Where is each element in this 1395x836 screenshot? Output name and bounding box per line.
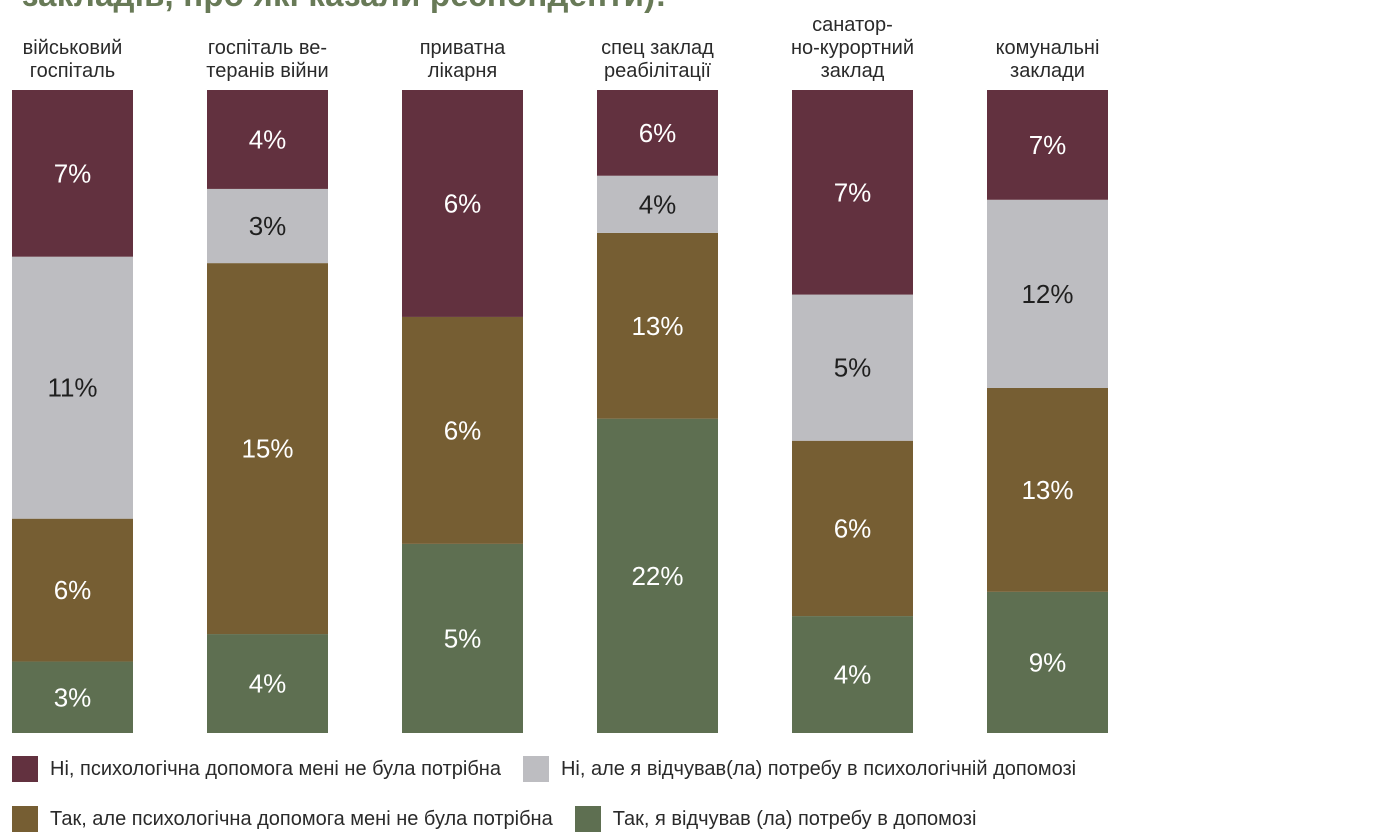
bar-segment: [987, 90, 1108, 200]
data-label: 15%: [241, 434, 293, 464]
bar-segment: [597, 418, 718, 733]
bar-segment: [597, 90, 718, 176]
bar-segment: [597, 232, 718, 419]
data-label: 3%: [54, 682, 92, 712]
data-label: 4%: [639, 189, 677, 219]
legend-swatch: [12, 756, 38, 782]
bar-segment: [207, 90, 328, 189]
data-label: 3%: [249, 211, 287, 241]
bar-segment: [207, 188, 328, 264]
bar-segment: [987, 387, 1108, 592]
legend-item-no-not-needed: Ні, психологічна допомога мені не була п…: [12, 756, 501, 782]
legend: Ні, психологічна допомога мені не була п…: [12, 756, 1392, 836]
bar-segment: [12, 661, 133, 733]
bar-segment: [402, 543, 523, 733]
data-label: 7%: [54, 158, 92, 188]
category-label: військовий: [23, 37, 123, 59]
data-label: 6%: [444, 188, 482, 218]
data-label: 22%: [631, 561, 683, 591]
data-label: 7%: [1029, 130, 1067, 160]
category-label: госпіталь ве-: [208, 37, 327, 59]
data-label: 6%: [54, 575, 92, 605]
data-label: 12%: [1021, 279, 1073, 309]
data-label: 13%: [631, 311, 683, 341]
legend-swatch: [574, 806, 601, 832]
category-label: госпіталь: [30, 60, 115, 82]
category-label: санатор-: [812, 14, 893, 36]
legend-label: Ні, але я відчував(ла) потребу в психоло…: [560, 757, 1077, 780]
data-label: 7%: [834, 177, 872, 207]
data-label: 13%: [1021, 475, 1073, 505]
legend-swatch: [522, 756, 549, 782]
category-label: реабілітації: [604, 60, 711, 82]
bar-segment: [12, 256, 133, 519]
bar-segment: [402, 316, 523, 544]
legend-swatch: [12, 806, 38, 832]
bar-segment: [792, 440, 913, 617]
bar-segment: [402, 90, 523, 317]
bar-segment: [12, 90, 133, 257]
bar-segment: [792, 294, 913, 441]
legend-row-1: Ні, психологічна допомога мені не була п…: [12, 756, 1392, 782]
category-label: но-курортний: [791, 37, 914, 59]
bar-segment: [987, 591, 1108, 733]
bar-segment: [987, 199, 1108, 388]
data-label: 4%: [249, 124, 287, 154]
category-label: заклади: [1010, 60, 1085, 82]
category-label: комунальні: [996, 37, 1100, 59]
data-label: 9%: [1029, 647, 1067, 677]
legend-row-2: Так, але психологічна допомога мені не б…: [12, 806, 1392, 832]
legend-label: Так, але психологічна допомога мені не б…: [50, 807, 553, 830]
bar-segment: [597, 175, 718, 233]
data-label: 4%: [834, 660, 872, 690]
chart-title: закладів, про які казали респонденти):: [22, 0, 667, 14]
data-label: 6%: [639, 118, 677, 148]
category-label: приватна: [420, 37, 506, 59]
category-label: спец заклад: [601, 37, 714, 59]
data-label: 6%: [834, 513, 872, 543]
data-label: 5%: [834, 353, 872, 383]
category-label: лікарня: [428, 60, 497, 82]
bar-segment: [792, 90, 913, 295]
legend-item-yes-not-needed: Так, але психологічна допомога мені не б…: [12, 806, 553, 832]
bar-segment: [12, 518, 133, 662]
data-label: 5%: [444, 623, 482, 653]
legend-item-yes-felt-need: Так, я відчував (ла) потребу в допомозі: [574, 806, 977, 832]
bar-segment: [792, 616, 913, 733]
data-label: 4%: [249, 669, 287, 699]
data-label: 6%: [444, 415, 482, 445]
legend-label: Ні, психологічна допомога мені не була п…: [50, 757, 501, 780]
bar-segment: [207, 263, 328, 635]
data-label: 11%: [47, 373, 97, 403]
category-label: теранів війни: [206, 60, 328, 82]
bar-segment: [207, 634, 328, 733]
legend-label: Так, я відчував (ла) потребу в допомозі: [612, 807, 977, 830]
category-label: заклад: [821, 60, 885, 82]
legend-item-no-felt-need: Ні, але я відчував(ла) потребу в психоло…: [522, 756, 1077, 782]
